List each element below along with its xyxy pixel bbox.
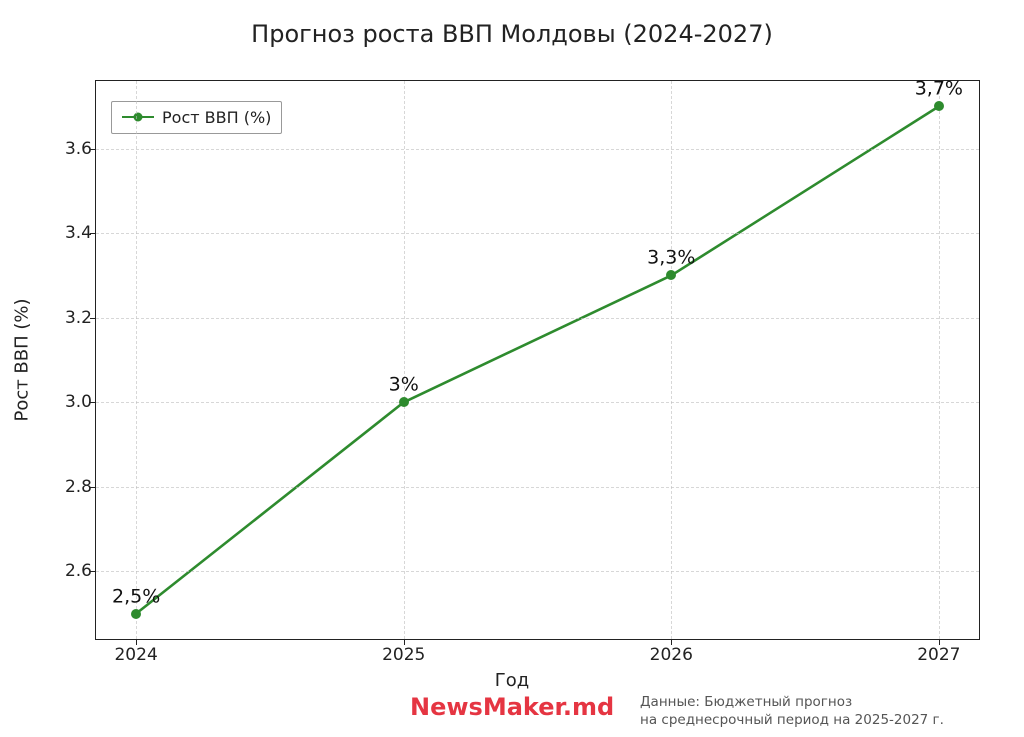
xtick-label: 2024 — [114, 645, 157, 665]
grid-line-horizontal — [96, 318, 979, 319]
point-value-label: 3,3% — [647, 247, 695, 269]
grid-line-horizontal — [96, 571, 979, 572]
series-line-path — [136, 106, 939, 613]
x-axis-label: Год — [0, 670, 1024, 691]
legend-label: Рост ВВП (%) — [162, 108, 271, 127]
point-value-label: 3% — [389, 374, 419, 396]
series-marker — [399, 397, 409, 407]
legend-sample-marker — [134, 113, 143, 122]
data-source-note: Данные: Бюджетный прогноз на среднесрочн… — [640, 693, 944, 729]
ytick-label: 3.6 — [52, 139, 92, 159]
point-value-label: 2,5% — [112, 585, 160, 607]
brand-main: NewsMaker — [410, 693, 563, 721]
grid-line-vertical — [136, 81, 137, 639]
chart-title: Прогноз роста ВВП Молдовы (2024-2027) — [0, 20, 1024, 48]
plot-area: Рост ВВП (%) 20242025202620272.62.83.03.… — [95, 80, 980, 640]
xtick-label: 2025 — [382, 645, 425, 665]
grid-line-horizontal — [96, 487, 979, 488]
grid-line-vertical — [671, 81, 672, 639]
source-line-1: Данные: Бюджетный прогноз — [640, 693, 944, 711]
brand-logo: NewsMaker.md — [410, 693, 614, 721]
y-axis-label: Рост ВВП (%) — [12, 298, 33, 421]
xtick-label: 2027 — [917, 645, 960, 665]
ytick-label: 3.0 — [52, 392, 92, 412]
ytick-label: 3.4 — [52, 223, 92, 243]
legend-sample-line — [122, 116, 154, 119]
xtick-label: 2026 — [650, 645, 693, 665]
line-series-svg — [96, 81, 979, 639]
series-marker — [934, 101, 944, 111]
ytick-label: 2.8 — [52, 477, 92, 497]
series-marker — [666, 270, 676, 280]
ytick-label: 3.2 — [52, 308, 92, 328]
brand-suffix: .md — [563, 693, 614, 721]
grid-line-vertical — [404, 81, 405, 639]
point-value-label: 3,7% — [915, 78, 963, 100]
grid-line-vertical — [939, 81, 940, 639]
grid-line-horizontal — [96, 149, 979, 150]
grid-line-horizontal — [96, 233, 979, 234]
series-marker — [131, 609, 141, 619]
ytick-label: 2.6 — [52, 561, 92, 581]
grid-line-horizontal — [96, 402, 979, 403]
source-line-2: на среднесрочный период на 2025-2027 г. — [640, 711, 944, 729]
